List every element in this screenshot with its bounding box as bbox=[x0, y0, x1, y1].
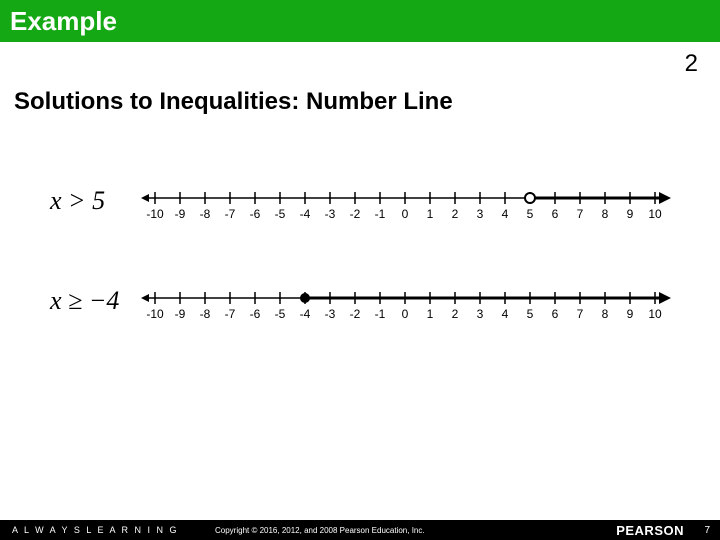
header-title: Example bbox=[10, 6, 117, 37]
svg-text:0: 0 bbox=[402, 207, 409, 221]
svg-text:-1: -1 bbox=[375, 207, 386, 221]
svg-text:3: 3 bbox=[477, 207, 484, 221]
number-line-1: -10-9-8-7-6-5-4-3-2-1012345678910 bbox=[135, 170, 675, 230]
svg-text:1: 1 bbox=[427, 207, 434, 221]
svg-text:-10: -10 bbox=[146, 307, 164, 321]
svg-text:-2: -2 bbox=[350, 207, 361, 221]
svg-text:5: 5 bbox=[527, 207, 534, 221]
svg-text:-3: -3 bbox=[325, 207, 336, 221]
svg-text:-2: -2 bbox=[350, 307, 361, 321]
svg-text:-6: -6 bbox=[250, 307, 261, 321]
svg-text:-9: -9 bbox=[175, 207, 186, 221]
example-number: 2 bbox=[685, 50, 698, 78]
svg-text:4: 4 bbox=[502, 207, 509, 221]
slide: Example 2 Solutions to Inequalities: Num… bbox=[0, 0, 720, 520]
footer-bar: A L W A Y S L E A R N I N G Copyright © … bbox=[0, 520, 720, 540]
svg-text:4: 4 bbox=[502, 307, 509, 321]
svg-text:6: 6 bbox=[552, 307, 559, 321]
inequality-2: x ≥ −4 bbox=[50, 286, 119, 316]
svg-text:-7: -7 bbox=[225, 207, 236, 221]
svg-text:-4: -4 bbox=[300, 207, 311, 221]
svg-text:10: 10 bbox=[648, 207, 662, 221]
svg-text:-8: -8 bbox=[200, 207, 211, 221]
svg-text:-8: -8 bbox=[200, 307, 211, 321]
footer-tagline: A L W A Y S L E A R N I N G bbox=[0, 525, 179, 535]
svg-text:0: 0 bbox=[402, 307, 409, 321]
svg-text:3: 3 bbox=[477, 307, 484, 321]
svg-text:8: 8 bbox=[602, 207, 609, 221]
svg-text:-5: -5 bbox=[275, 207, 286, 221]
svg-text:7: 7 bbox=[577, 207, 584, 221]
header-bar: Example bbox=[0, 0, 720, 42]
svg-text:-1: -1 bbox=[375, 307, 386, 321]
svg-text:9: 9 bbox=[627, 307, 634, 321]
inequality-1: x > 5 bbox=[50, 186, 105, 216]
svg-text:-7: -7 bbox=[225, 307, 236, 321]
svg-text:-10: -10 bbox=[146, 207, 164, 221]
svg-text:10: 10 bbox=[648, 307, 662, 321]
copyright-text: Copyright © 2016, 2012, and 2008 Pearson… bbox=[215, 526, 425, 535]
svg-text:7: 7 bbox=[577, 307, 584, 321]
number-line-2: -10-9-8-7-6-5-4-3-2-1012345678910 bbox=[135, 270, 675, 330]
svg-text:8: 8 bbox=[602, 307, 609, 321]
page-number: 7 bbox=[704, 525, 710, 536]
svg-text:1: 1 bbox=[427, 307, 434, 321]
svg-text:9: 9 bbox=[627, 207, 634, 221]
svg-text:-4: -4 bbox=[300, 307, 311, 321]
svg-text:6: 6 bbox=[552, 207, 559, 221]
svg-text:2: 2 bbox=[452, 207, 459, 221]
svg-text:-6: -6 bbox=[250, 207, 261, 221]
svg-text:2: 2 bbox=[452, 307, 459, 321]
svg-text:-5: -5 bbox=[275, 307, 286, 321]
pearson-logo: PEARSON bbox=[616, 523, 684, 538]
svg-text:5: 5 bbox=[527, 307, 534, 321]
svg-text:-9: -9 bbox=[175, 307, 186, 321]
svg-text:-3: -3 bbox=[325, 307, 336, 321]
subtitle: Solutions to Inequalities: Number Line bbox=[14, 88, 453, 116]
